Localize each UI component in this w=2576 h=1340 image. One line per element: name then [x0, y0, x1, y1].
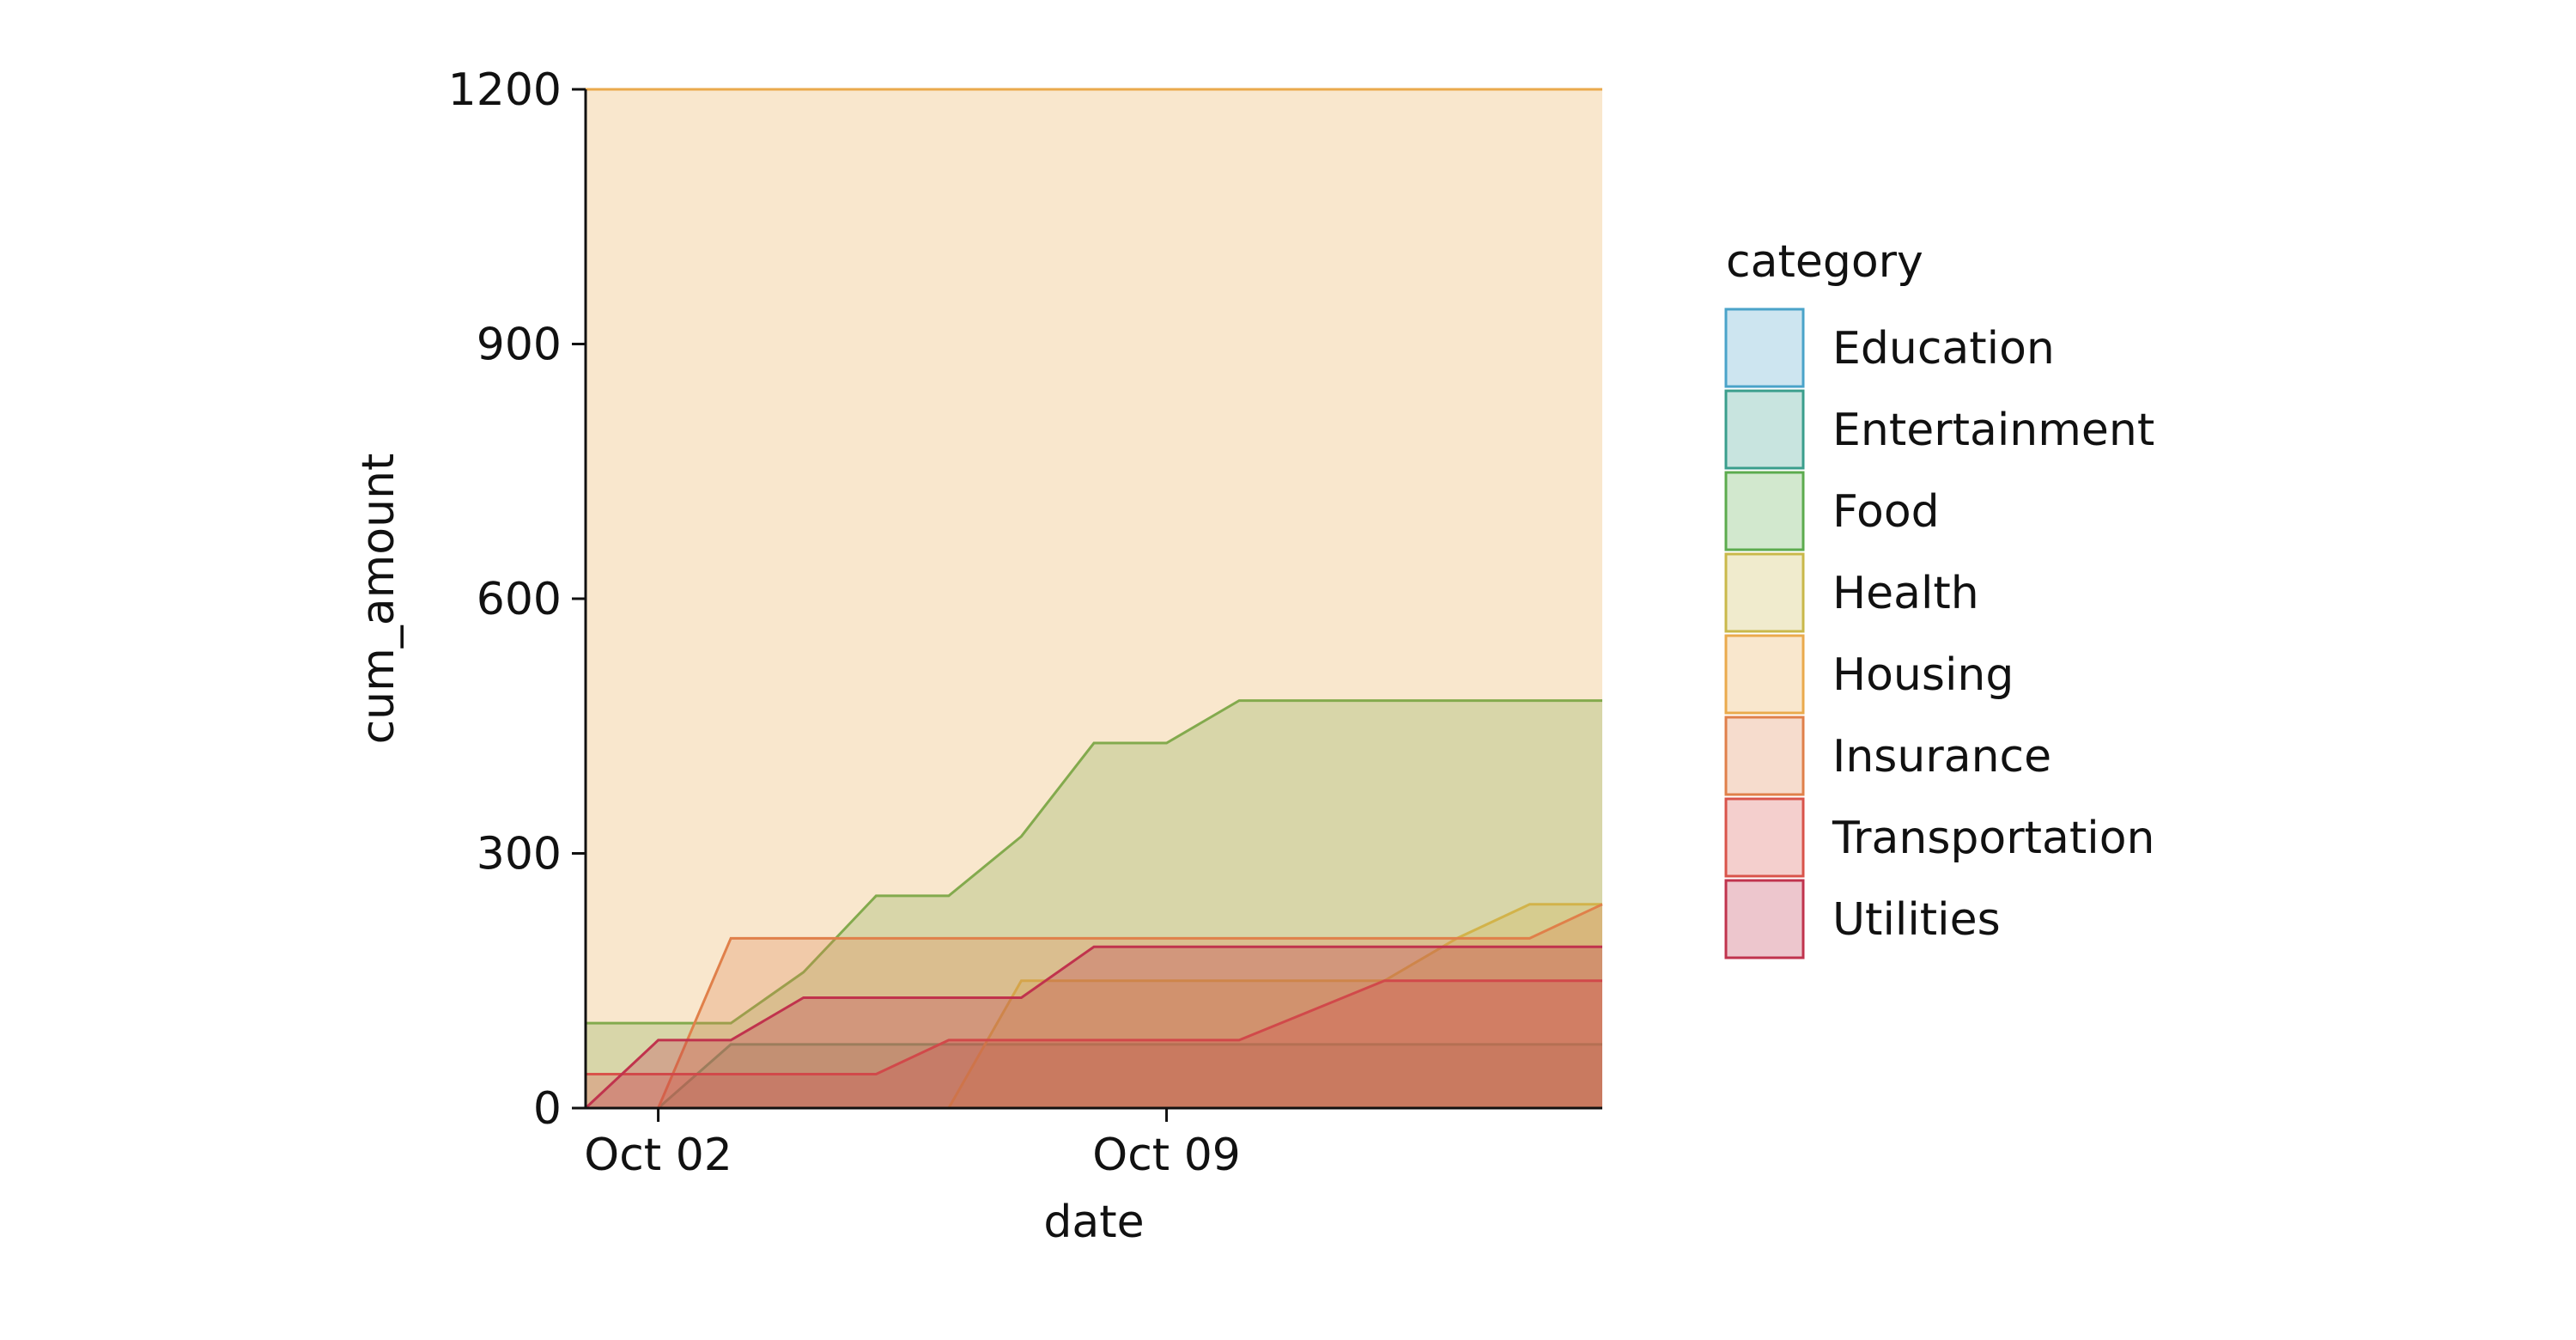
legend-item-health: Health — [1724, 552, 1979, 633]
line-utilities — [584, 945, 1602, 1110]
legend-item-housing: Housing — [1724, 634, 2014, 715]
y-tick-label: 600 — [477, 574, 562, 625]
y-axis-label: cum_amount — [353, 454, 404, 745]
area-housing — [586, 89, 1602, 1108]
legend-title: category — [1726, 236, 1923, 288]
area-insurance — [658, 904, 1602, 1108]
legend-label: Food — [1832, 486, 1940, 538]
series-entertainment — [657, 1043, 1602, 1110]
legend: category Education Entertainment Food Health… — [1724, 236, 2154, 959]
legend-label: Transportation — [1832, 813, 2154, 864]
legend-swatch — [1724, 471, 1805, 551]
x-axis-label: date — [1043, 1197, 1144, 1248]
series-utilities — [584, 945, 1602, 1110]
legend-label: Entertainment — [1832, 405, 2154, 456]
legend-label: Housing — [1832, 649, 2014, 701]
legend-item-entertainment: Entertainment — [1724, 389, 2154, 470]
series-insurance — [657, 903, 1603, 1109]
legend-swatch — [1724, 552, 1805, 633]
area-health — [948, 904, 1602, 1108]
area-entertainment — [658, 1044, 1602, 1108]
series-health — [947, 903, 1602, 1109]
legend-item-insurance: Insurance — [1724, 716, 2051, 796]
y-tick-label: 300 — [477, 829, 562, 880]
line-entertainment — [657, 1043, 1602, 1110]
legend-swatch — [1724, 389, 1805, 470]
y-tick-label: 0 — [533, 1083, 562, 1135]
line-food — [586, 699, 1602, 1025]
series-housing — [586, 88, 1602, 1108]
area-utilities — [586, 947, 1602, 1108]
legend-item-food: Food — [1724, 471, 1940, 551]
legend-item-utilities: Utilities — [1724, 879, 2001, 959]
legend-item-education: Education — [1724, 308, 2055, 388]
x-tick-label: Oct 02 — [584, 1130, 732, 1181]
legend-swatch — [1724, 716, 1805, 796]
legend-swatch — [1724, 634, 1805, 715]
series-transportation — [586, 979, 1602, 1108]
plot-area — [584, 88, 1603, 1110]
area-food — [586, 700, 1602, 1108]
axes: 0 300 600 900 1200 Oct 02 Oct 09 date cum_amount — [353, 64, 1602, 1248]
legend-swatch — [1724, 797, 1805, 878]
legend-label: Health — [1832, 568, 1979, 619]
x-tick-label: Oct 09 — [1092, 1130, 1241, 1181]
legend-label: Utilities — [1832, 894, 2001, 946]
series-food — [586, 699, 1602, 1108]
line-transportation — [586, 979, 1602, 1075]
y-tick-label: 900 — [477, 320, 562, 371]
legend-label: Education — [1832, 323, 2055, 375]
y-tick-label: 1200 — [448, 64, 562, 116]
legend-item-transportation: Transportation — [1724, 797, 2154, 878]
line-insurance — [657, 903, 1603, 1109]
legend-label: Insurance — [1832, 731, 2051, 783]
area-transportation — [586, 980, 1602, 1108]
line-health — [947, 903, 1602, 1109]
legend-swatch — [1724, 879, 1805, 959]
legend-swatch — [1724, 308, 1805, 388]
